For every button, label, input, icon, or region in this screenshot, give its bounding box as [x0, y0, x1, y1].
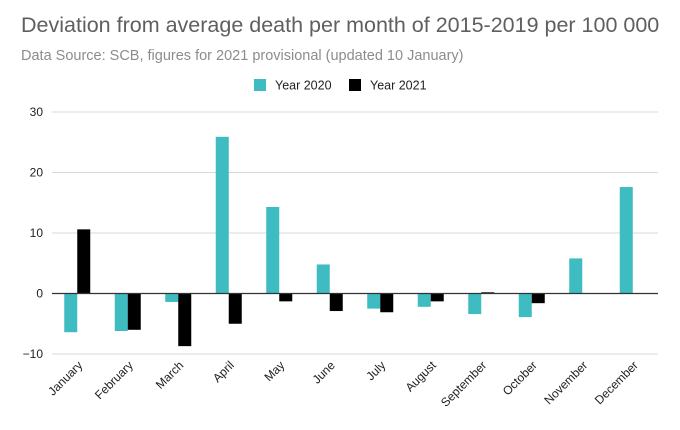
bar-2021-april: [228, 293, 242, 324]
bar-2021-october: [531, 293, 545, 304]
grid-lines: [52, 111, 658, 355]
bar-2020-june: [316, 264, 330, 294]
bar-2020-march: [165, 293, 179, 302]
bar-2020-september: [468, 293, 482, 315]
bar-2020-february: [114, 293, 128, 332]
bar-2020-october: [518, 293, 532, 318]
legend-swatch-2021: [349, 79, 361, 91]
x-tick-label: July: [363, 358, 388, 383]
y-tick-label: 30: [30, 105, 44, 119]
x-tick-label: December: [592, 358, 641, 407]
x-tick-label: November: [541, 358, 590, 407]
bar-2020-november: [569, 258, 583, 294]
bar-2020-january: [64, 293, 78, 333]
bar-2021-february: [127, 293, 141, 330]
bar-2021-may: [279, 293, 293, 302]
y-axis-ticks: 30 20 10 0 −10: [23, 105, 44, 361]
legend-label-2020: Year 2020: [275, 79, 332, 93]
x-tick-label: May: [261, 358, 287, 384]
x-tick-label: April: [210, 358, 237, 385]
bar-2021-september: [481, 292, 495, 294]
x-tick-label: January: [45, 358, 85, 398]
chart-title: Deviation from average death per month o…: [21, 13, 660, 37]
y-tick-label: 10: [30, 226, 44, 240]
bar-2021-june: [329, 293, 343, 312]
legend: Year 2020 Year 2021: [254, 79, 427, 93]
bar-2021-august: [430, 293, 444, 302]
bars: [64, 136, 633, 347]
x-tick-label: August: [403, 358, 440, 395]
bar-2021-march: [178, 293, 192, 347]
bar-2020-august: [417, 293, 431, 307]
x-tick-label: June: [310, 358, 339, 387]
x-tick-label: March: [153, 358, 186, 391]
legend-label-2021: Year 2021: [370, 79, 427, 93]
x-tick-label: February: [92, 358, 136, 402]
x-tick-label: September: [438, 358, 489, 409]
bar-2021-july: [380, 293, 394, 313]
y-tick-label: −10: [23, 347, 44, 361]
y-tick-label: 0: [36, 287, 43, 301]
x-axis-ticks: January February March April May June July Augu…: [45, 358, 641, 410]
chart-subtitle: Data Source: SCB, figures for 2021 provi…: [21, 48, 464, 64]
bar-2020-july: [367, 293, 381, 309]
bar-2020-december: [619, 187, 633, 294]
x-tick-label: October: [500, 358, 540, 398]
y-tick-label: 20: [30, 166, 44, 180]
legend-swatch-2020: [254, 79, 266, 91]
bar-2021-january: [77, 229, 91, 294]
bar-2020-april: [215, 136, 229, 294]
bar-2020-may: [266, 206, 280, 294]
